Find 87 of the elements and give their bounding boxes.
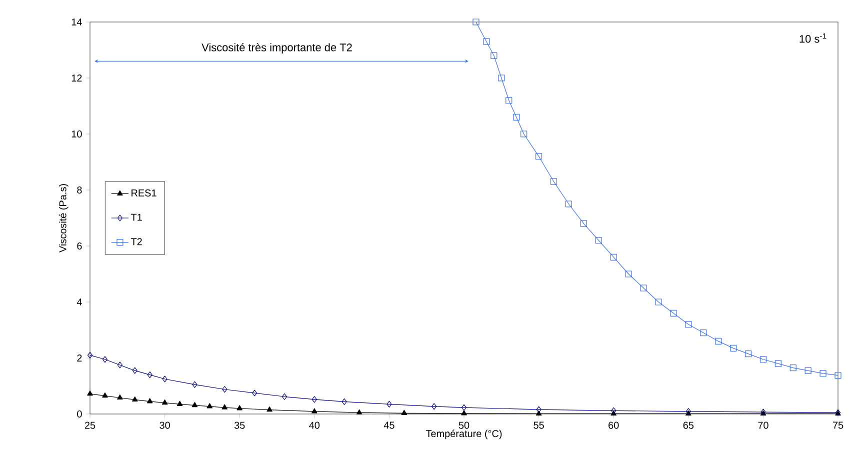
x-tick-label: 35 [234, 422, 245, 429]
legend-label: T1 [130, 214, 142, 221]
point [206, 403, 213, 408]
point [162, 376, 168, 382]
point [117, 394, 123, 400]
point [820, 370, 826, 377]
point [236, 405, 242, 410]
point [266, 406, 272, 412]
point [536, 406, 542, 413]
point [715, 338, 722, 344]
legend-label: T2 [130, 238, 142, 246]
point [498, 74, 505, 82]
point [640, 284, 647, 292]
point [610, 254, 617, 260]
point [483, 38, 490, 45]
point [146, 398, 153, 404]
point [611, 407, 616, 414]
point [342, 398, 347, 405]
point [550, 178, 558, 185]
point [356, 409, 362, 414]
point [162, 400, 168, 405]
point [834, 372, 842, 379]
point [565, 200, 572, 208]
point [222, 404, 228, 410]
point [744, 350, 752, 358]
annotation: Viscosité très importante de T2 [202, 43, 352, 54]
point [461, 410, 467, 416]
point [102, 356, 108, 363]
point [192, 402, 198, 408]
y-tick-label: 6 [77, 242, 82, 250]
x-tick-label: 70 [758, 422, 768, 429]
point [87, 390, 93, 396]
x-tick-label: 45 [384, 422, 394, 429]
y-tick-label: 12 [72, 74, 82, 82]
point [536, 153, 542, 160]
point [760, 356, 766, 363]
point [102, 392, 108, 398]
point [506, 97, 512, 104]
x-tick-label: 75 [832, 422, 844, 429]
point [472, 18, 480, 26]
point [730, 344, 737, 352]
point [520, 130, 528, 138]
point [790, 364, 796, 372]
point [595, 237, 602, 244]
x-tick-label: 65 [683, 422, 694, 429]
point [625, 270, 632, 278]
y-tick-label: 4 [76, 298, 82, 306]
point [804, 367, 812, 374]
point [312, 408, 318, 414]
point [252, 390, 258, 396]
x-axis-title: Température (°C) [426, 430, 502, 440]
x-tick-label: 50 [458, 422, 470, 429]
point [132, 396, 138, 402]
x-tick-label: 55 [534, 422, 544, 429]
point [685, 321, 692, 328]
point [461, 404, 467, 411]
x-tick-label: 30 [160, 422, 170, 429]
legend-label: RES1 [132, 189, 156, 196]
point [87, 352, 93, 358]
point [282, 393, 288, 400]
point [222, 386, 228, 393]
point [147, 372, 152, 378]
x-tick-label: 60 [608, 422, 619, 429]
point [655, 298, 662, 306]
y-tick-label: 10 [72, 130, 82, 138]
point [117, 362, 122, 368]
point [513, 114, 520, 120]
point [490, 52, 498, 59]
point [580, 220, 587, 227]
y-tick-label: 14 [72, 18, 82, 26]
point [670, 310, 677, 316]
y-tick-label: 8 [77, 186, 82, 194]
x-tick-label: 40 [309, 422, 320, 429]
y-tick-label: 0 [77, 410, 82, 418]
point [432, 403, 437, 410]
y-tick-label: 2 [77, 354, 82, 362]
point [312, 396, 317, 403]
point [192, 381, 198, 388]
point [132, 367, 138, 374]
point [774, 360, 782, 367]
point [386, 400, 392, 408]
point [401, 410, 408, 415]
annotation: 10 s$^{-1}$ [800, 33, 826, 43]
y-axis-title: Viscosité (Pa.s) [58, 184, 68, 252]
x-tick-label: 25 [84, 422, 96, 429]
point [176, 400, 183, 406]
point [700, 330, 707, 336]
